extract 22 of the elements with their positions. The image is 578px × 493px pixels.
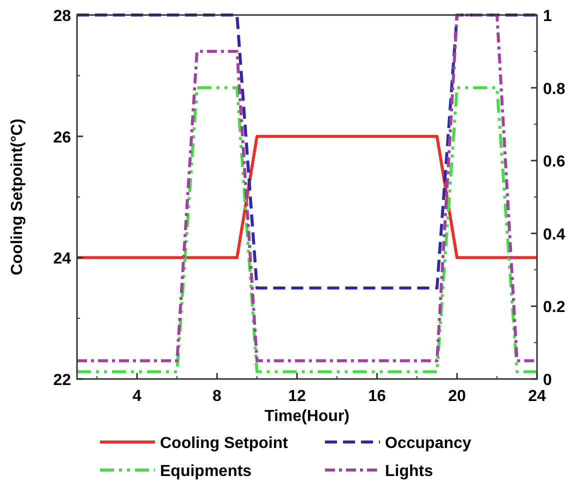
legend-label: Lights: [385, 463, 434, 480]
x-tick-label: 16: [368, 388, 386, 405]
x-tick-label: 4: [132, 388, 142, 405]
legend-label: Equipments: [160, 463, 252, 480]
x-axis-title: Time(Hour): [264, 408, 350, 425]
y-tick-label: 28: [53, 8, 72, 25]
x-tick-label: 20: [448, 388, 466, 405]
y2-tick-label: 0.4: [543, 226, 566, 244]
y2-tick-label: 0.6: [543, 154, 566, 171]
x-tick-label: 8: [212, 388, 222, 405]
y-axis-title: Cooling Setpoint(°C): [9, 118, 26, 276]
y-tick-label: 24: [53, 250, 72, 268]
y-tick-label: 26: [53, 129, 72, 146]
y2-tick-label: 0: [543, 372, 552, 389]
x-tick-label: 12: [288, 388, 306, 405]
legend-label: Occupancy: [385, 435, 472, 452]
y-tick-label: 22: [53, 372, 72, 389]
y2-tick-label: 0.8: [543, 80, 566, 98]
legend-label: Cooling Setpoint: [160, 435, 289, 452]
y2-tick-label: 0.2: [543, 299, 566, 316]
y2-tick-label: 1: [543, 8, 552, 25]
x-tick-label: 24: [528, 388, 546, 405]
